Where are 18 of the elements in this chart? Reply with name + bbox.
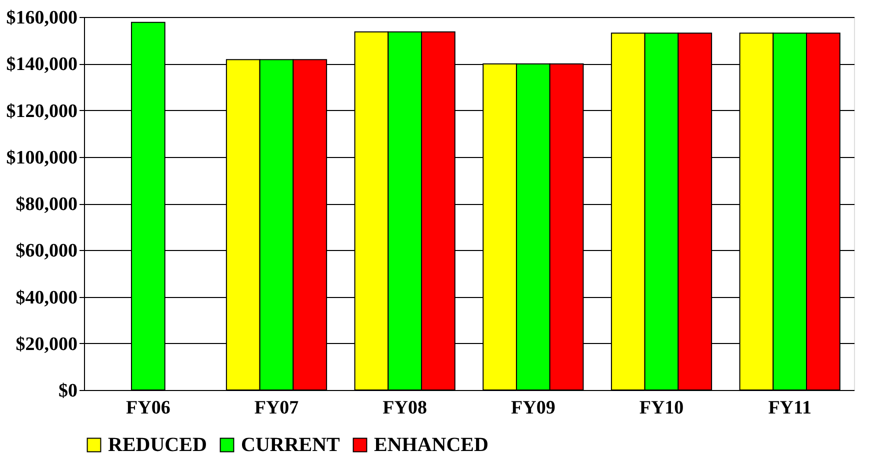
y-tick-label: $80,000 <box>16 194 78 215</box>
x-tick-label: FY11 <box>768 398 812 418</box>
x-tick-label: FY10 <box>639 398 684 418</box>
y-tick-label: $140,000 <box>6 54 78 76</box>
x-tick-label: FY09 <box>511 398 556 418</box>
y-tick-label: $60,000 <box>16 240 78 262</box>
legend-label: CURRENT <box>241 434 341 456</box>
y-tick-label: $40,000 <box>16 287 78 308</box>
legend-label: REDUCED <box>108 434 207 456</box>
y-tick-label: $160,000 <box>6 8 78 28</box>
x-tick-label: FY07 <box>254 398 300 418</box>
y-tick-label: $0 <box>58 380 78 402</box>
x-tick-label: FY08 <box>382 398 427 418</box>
y-tick-label: $20,000 <box>16 334 78 355</box>
legend-label: ENHANCED <box>374 434 488 456</box>
y-tick-label: $120,000 <box>6 100 78 122</box>
x-tick-label: FY06 <box>126 398 170 418</box>
y-tick-label: $100,000 <box>6 147 78 168</box>
